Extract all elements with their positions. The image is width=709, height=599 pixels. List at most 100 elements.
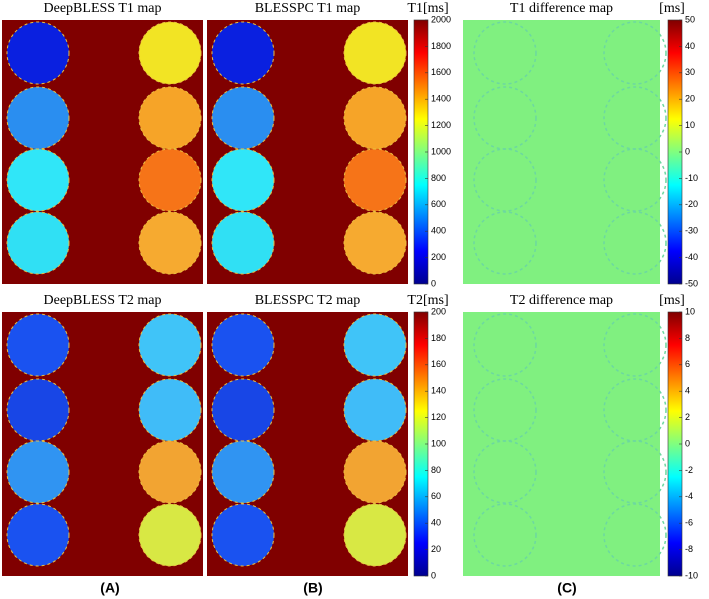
phantom-vial: [343, 148, 407, 212]
colorbar-tick-label: 0: [685, 146, 690, 156]
colorbar-tick-label: 160: [431, 359, 446, 369]
colorbar-tick-label: 8: [685, 333, 690, 343]
colorbar-tick-label: 40: [431, 518, 441, 528]
colorbar-tick-label: -4: [685, 491, 693, 501]
phantom-vial: [473, 440, 537, 504]
colorbar-tick-label: 0: [431, 570, 436, 580]
phantom-vial: [473, 313, 537, 377]
colorbar-tick-label: 120: [431, 412, 446, 422]
colorbar-tick-label: -50: [685, 278, 698, 288]
colorbar-tick-label: 180: [431, 333, 446, 343]
phantom-vial: [343, 378, 407, 442]
phantom-vial: [603, 21, 667, 85]
colorbar-tick-label: -20: [685, 199, 698, 209]
colorbar-label: T2[ms]: [407, 293, 448, 308]
colorbar-tick-label: 800: [431, 173, 446, 183]
colorbar-tick-label: -10: [685, 570, 698, 580]
phantom-vial: [343, 211, 407, 275]
panel-title: T2 difference map: [510, 293, 613, 308]
phantom-vial: [603, 313, 667, 377]
colorbar-tick-label: -30: [685, 226, 698, 236]
colorbar-tick-label: 0: [431, 278, 436, 288]
phantom-vial: [6, 378, 70, 442]
colorbar-tick-label: 2000: [431, 14, 451, 24]
phantom-vial: [138, 440, 202, 504]
phantom-vial: [603, 148, 667, 212]
colorbar-tick-label: 200: [431, 306, 446, 316]
phantom-vial: [343, 440, 407, 504]
colorbar-tick-label: -8: [685, 544, 693, 554]
colorbar-tick-label: 80: [431, 465, 441, 475]
phantom-vial: [6, 211, 70, 275]
colorbar-tick-label: 60: [431, 491, 441, 501]
colorbar-tick-label: 20: [685, 94, 695, 104]
colorbar-label: [ms]: [659, 293, 685, 308]
phantom-vial: [6, 503, 70, 567]
phantom-vial: [343, 313, 407, 377]
colorbar-tick-label: -10: [685, 173, 698, 183]
phantom-vial: [343, 21, 407, 85]
panel-title: T1 difference map: [510, 1, 613, 16]
phantom-vial: [138, 378, 202, 442]
colorbar-tick-label: -40: [685, 252, 698, 262]
phantom-vial: [6, 86, 70, 150]
panel-title: DeepBLESS T2 map: [44, 293, 162, 308]
colorbar-tick-label: 4: [685, 386, 690, 396]
colorbar-tick-label: 6: [685, 359, 690, 369]
phantom-vial: [603, 503, 667, 567]
colorbar-tick-label: 1600: [431, 67, 451, 77]
colorbar-tick-label: 30: [685, 67, 695, 77]
phantom-vial: [343, 86, 407, 150]
phantom-vial: [138, 211, 202, 275]
colorbar-tick-label: 40: [685, 41, 695, 51]
colorbar-label: [ms]: [659, 1, 685, 16]
phantom-vial: [211, 21, 275, 85]
colorbar-tick-label: -2: [685, 465, 693, 475]
phantom-vial: [211, 440, 275, 504]
panel-title: DeepBLESS T1 map: [44, 1, 162, 16]
colorbar-tick-label: 10: [685, 306, 695, 316]
phantom-vial: [211, 503, 275, 567]
colorbar-tick-label: 1800: [431, 41, 451, 51]
colorbar-tick-label: 1000: [431, 146, 451, 156]
panel-letter: (A): [100, 580, 119, 596]
phantom-vial: [473, 503, 537, 567]
colorbar-tick-label: 0: [685, 438, 690, 448]
colorbar-tick-label: 140: [431, 386, 446, 396]
phantom-vial: [473, 211, 537, 275]
panel-title: BLESSPC T1 map: [255, 1, 361, 16]
phantom-vial: [6, 148, 70, 212]
phantom-vial: [211, 313, 275, 377]
phantom-vial: [138, 148, 202, 212]
phantom-vial: [211, 211, 275, 275]
colorbar-tick-label: 400: [431, 226, 446, 236]
colorbar-label: T1[ms]: [407, 1, 448, 16]
image-panel: [463, 312, 660, 576]
image-panel: [463, 20, 660, 284]
panel-letter: (B): [303, 580, 322, 596]
phantom-vial: [603, 440, 667, 504]
phantom-vial: [603, 211, 667, 275]
panel-title: BLESSPC T2 map: [255, 293, 361, 308]
phantom-vial: [6, 313, 70, 377]
colorbar-tick-label: 50: [685, 14, 695, 24]
colorbar-tick-label: -6: [685, 518, 693, 528]
colorbar-tick-label: 600: [431, 199, 446, 209]
phantom-vial: [138, 21, 202, 85]
phantom-vial: [6, 440, 70, 504]
colorbar-tick-label: 1400: [431, 94, 451, 104]
phantom-vial: [138, 86, 202, 150]
panel-letter: (C): [557, 580, 576, 596]
phantom-vial: [473, 21, 537, 85]
phantom-vial: [211, 148, 275, 212]
colorbar-tick-label: 10: [685, 120, 695, 130]
phantom-vial: [138, 313, 202, 377]
phantom-vial: [473, 148, 537, 212]
phantom-vial: [6, 21, 70, 85]
colorbar-tick-label: 200: [431, 252, 446, 262]
colorbar-tick-label: 1200: [431, 120, 451, 130]
phantom-vial: [211, 86, 275, 150]
colorbar-tick-label: 2: [685, 412, 690, 422]
phantom-vial: [343, 503, 407, 567]
